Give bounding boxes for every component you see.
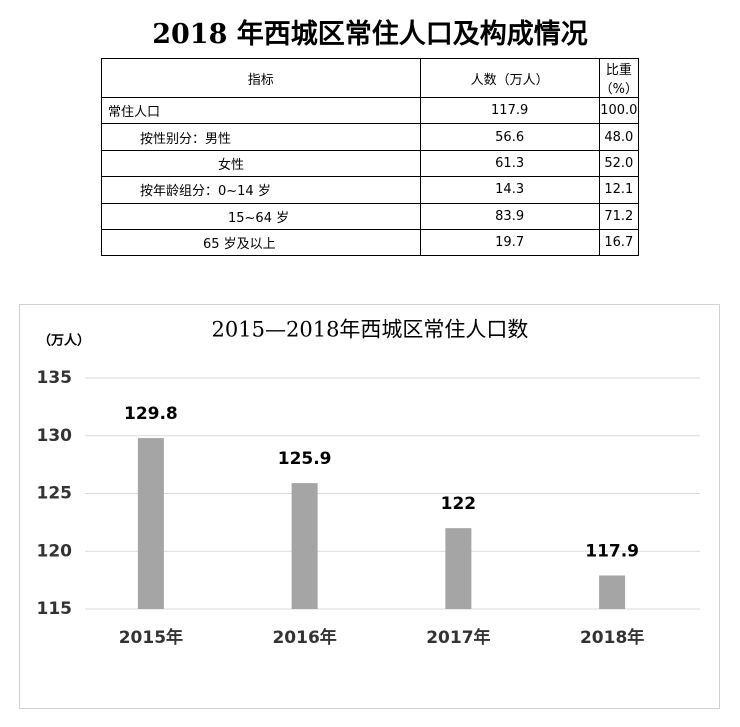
table-row: 常住人口 117.9 100.0 (101, 96, 640, 125)
x-tick-label: 2017年 (426, 627, 490, 648)
y-tick-label: 125 (37, 484, 73, 504)
y-tick-label: 135 (37, 368, 73, 388)
chart-frame (19, 304, 720, 709)
y-tick-label: 130 (37, 426, 73, 446)
bar (291, 483, 318, 609)
table-cell: 71.2 (598, 202, 640, 230)
table-row: 指标 人数（万人） 比重（%） (101, 58, 640, 98)
data-label: 122 (441, 494, 477, 514)
y-axis-label: （万人） (38, 333, 90, 349)
table-row: 15~64 岁 83.9 71.2 (101, 202, 640, 230)
table-cell: 指标 (101, 58, 421, 98)
y-tick-label: 115 (37, 599, 73, 619)
table-cell: 65 岁及以上 (101, 228, 421, 257)
table-cell: 常住人口 (101, 96, 421, 125)
x-tick-label: 2015年 (119, 627, 183, 648)
table-cell: 100.0 (598, 96, 640, 125)
x-tick-label: 2018年 (580, 627, 644, 648)
table-cell: 83.9 (419, 202, 600, 230)
data-label: 129.8 (124, 404, 178, 424)
data-table: 指标 人数（万人） 比重（%） 常住人口 117.9 100.0 按性别分：男性 56.6 48… (101, 58, 640, 257)
bar (445, 528, 472, 609)
y-tick-label: 120 (37, 541, 73, 561)
table-cell: 比重（%） (598, 58, 640, 98)
x-tick-label: 2016年 (272, 627, 336, 648)
data-label: 117.9 (585, 542, 639, 562)
bar (137, 438, 164, 609)
table-row: 按性别分：男性 56.6 48.0 (101, 123, 640, 151)
chart-title: 2015—2018年西城区常住人口数 (212, 318, 529, 342)
table-row: 65 岁及以上 19.7 16.7 (101, 228, 640, 257)
table-cell: 按性别分：男性 (101, 123, 421, 151)
document-title: 2018 年西城区常住人口及构成情况 (152, 19, 588, 50)
table-cell: 16.7 (598, 228, 640, 257)
bar (599, 575, 626, 609)
table-cell: 52.0 (598, 149, 640, 178)
table-cell: 按年龄组分：0~14 岁 (101, 176, 421, 204)
data-label: 125.9 (278, 449, 332, 469)
table-cell: 12.1 (598, 176, 640, 204)
table-cell: 48.0 (598, 123, 640, 151)
table-cell: 人数（万人） (419, 58, 600, 98)
